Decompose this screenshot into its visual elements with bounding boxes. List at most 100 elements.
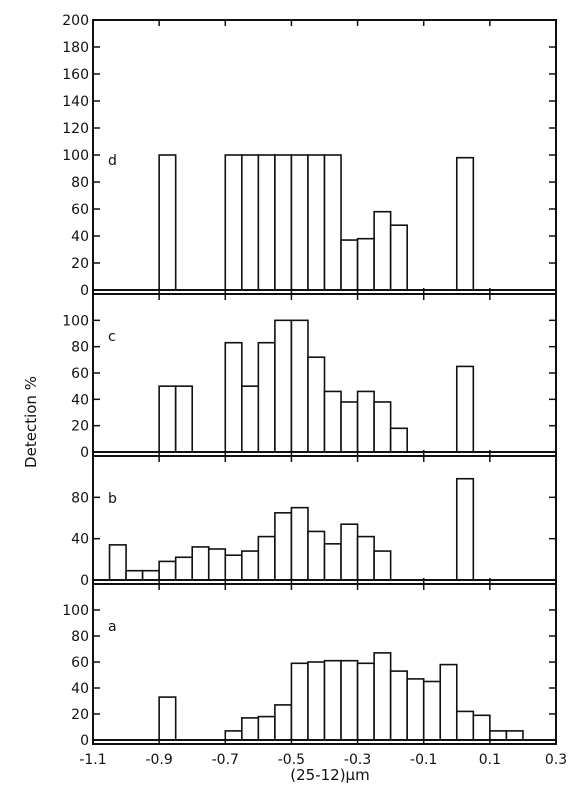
histogram-bar	[373, 550, 392, 581]
y-tick-label: 60	[71, 202, 89, 218]
y-tick-label: 0	[80, 445, 89, 461]
histogram-bar	[356, 535, 375, 581]
x-tick-label: 0.3	[545, 752, 567, 768]
y-tick-label: 20	[71, 419, 89, 435]
histogram-bar	[323, 154, 342, 291]
histogram-bar	[340, 659, 359, 741]
histogram-bar	[389, 224, 408, 291]
histogram-bar	[307, 530, 326, 581]
histogram-bar	[125, 569, 144, 581]
y-tick-label: 80	[71, 340, 89, 356]
x-axis-label: (25-12)μm	[290, 766, 369, 784]
histogram-bar	[274, 512, 293, 581]
histogram-bar	[340, 239, 359, 291]
histogram-bar	[274, 154, 293, 291]
histogram-bar	[389, 427, 408, 453]
y-tick-label: 40	[71, 532, 89, 548]
x-tick-label: -0.1	[410, 752, 437, 768]
histogram-bar	[158, 560, 177, 581]
y-tick-label: 80	[71, 490, 89, 506]
y-tick-label: 100	[62, 313, 89, 329]
histogram-bar	[241, 717, 260, 741]
histogram-bar	[158, 385, 177, 453]
y-tick-label: 100	[62, 603, 89, 619]
histogram-bar	[472, 714, 491, 741]
y-tick-label: 0	[80, 283, 89, 299]
histogram-bar	[489, 730, 508, 741]
histogram-bar	[290, 506, 309, 581]
histogram-bar	[455, 365, 475, 453]
x-tick-label: -1.1	[79, 752, 106, 768]
x-tick-label: -0.5	[278, 752, 305, 768]
histogram-bar	[274, 704, 293, 741]
histogram-bar	[241, 154, 260, 291]
histogram-bar	[257, 154, 276, 291]
y-tick-label: 0	[80, 573, 89, 589]
histogram-bar	[373, 401, 392, 453]
histogram-bar	[455, 156, 475, 291]
histogram-bar	[373, 652, 392, 741]
histogram-bar	[406, 678, 425, 741]
y-tick-label: 20	[71, 707, 89, 723]
histogram-bar	[108, 544, 127, 581]
histogram-bar	[422, 680, 442, 741]
histogram-bar	[290, 154, 309, 291]
histogram-bar	[307, 661, 326, 741]
histogram-bar	[307, 154, 326, 291]
panels-group: 020406080100120140160180200d020406080100…	[62, 13, 567, 768]
histogram-bar	[340, 401, 359, 453]
y-tick-label: 120	[62, 121, 89, 137]
panel-label-c: c	[108, 329, 116, 345]
y-tick-label: 0	[80, 733, 89, 749]
y-tick-label: 60	[71, 366, 89, 382]
histogram-bar	[356, 662, 375, 741]
histogram-bar	[174, 556, 194, 581]
x-tick-label: -0.3	[344, 752, 371, 768]
x-tick-label: -0.7	[212, 752, 239, 768]
histogram-bar	[323, 543, 342, 581]
histogram-bar	[455, 710, 475, 741]
y-axis-label: Detection %	[22, 376, 40, 468]
histogram-bar	[191, 546, 210, 581]
histogram-bar	[141, 569, 160, 581]
histogram-bar	[224, 554, 243, 581]
y-tick-label: 140	[62, 94, 89, 110]
histogram-bar	[224, 341, 243, 453]
histogram-bar	[257, 341, 276, 453]
histogram-bar	[241, 550, 260, 581]
y-tick-label: 40	[71, 681, 89, 697]
histogram-bar	[340, 523, 359, 581]
histogram-bar	[158, 696, 177, 741]
histogram-bar	[389, 670, 408, 741]
histogram-bar	[323, 390, 342, 453]
x-tick-label: 0.1	[479, 752, 501, 768]
panel-frame-a	[92, 583, 557, 745]
histogram-bar	[307, 356, 326, 453]
histogram-bar	[257, 715, 276, 741]
histogram-bar	[290, 662, 309, 741]
histogram-bar	[241, 385, 260, 453]
histogram-bar	[290, 319, 309, 453]
panel-label-b: b	[108, 491, 117, 507]
y-tick-label: 60	[71, 655, 89, 671]
y-tick-label: 80	[71, 175, 89, 191]
y-tick-label: 180	[62, 40, 89, 56]
y-tick-label: 80	[71, 629, 89, 645]
histogram-bar	[455, 477, 475, 581]
histogram-bar	[356, 390, 375, 453]
y-tick-label: 200	[62, 13, 89, 29]
y-tick-label: 20	[71, 256, 89, 272]
x-tick-label: -0.9	[145, 752, 172, 768]
histogram-bar	[356, 237, 375, 291]
histogram-bar	[174, 385, 194, 453]
histogram-bar	[505, 730, 524, 741]
histogram-bar	[158, 154, 177, 291]
y-tick-label: 40	[71, 229, 89, 245]
histogram-bar	[323, 659, 342, 741]
histogram-bar	[224, 730, 243, 741]
panel-label-a: a	[108, 619, 117, 635]
y-tick-label: 100	[62, 148, 89, 164]
histogram-bar	[439, 663, 458, 741]
